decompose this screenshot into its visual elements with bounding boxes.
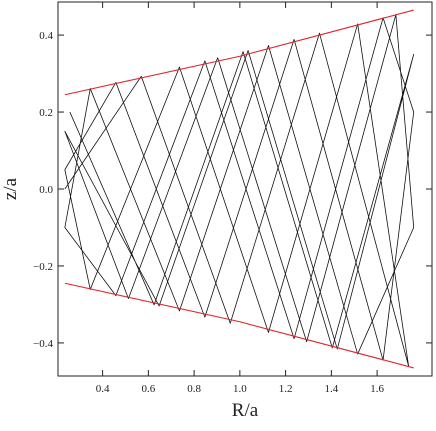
- x-tick-label: 0.8: [187, 383, 201, 395]
- orbit-line: [64, 282, 414, 369]
- x-tick-label: 1.4: [324, 383, 338, 395]
- y-tick-label: −0.2: [33, 261, 53, 273]
- y-tick-label: 0.4: [39, 30, 53, 42]
- orbit-line: [64, 14, 415, 367]
- x-tick-label: 1.0: [233, 383, 247, 395]
- x-tick-label: 0.6: [141, 383, 155, 395]
- x-tick-label: 0.4: [96, 383, 110, 395]
- y-tick-label: 0.2: [39, 107, 53, 119]
- y-tick-label: 0.0: [39, 184, 53, 196]
- y-axis-label: z/a: [0, 177, 21, 200]
- x-tick-label: 1.2: [279, 383, 293, 395]
- orbit-line: [64, 9, 414, 96]
- x-tick-label: 1.6: [370, 383, 384, 395]
- x-axis-label: R/a: [232, 400, 259, 421]
- y-tick-label: −0.4: [33, 338, 53, 350]
